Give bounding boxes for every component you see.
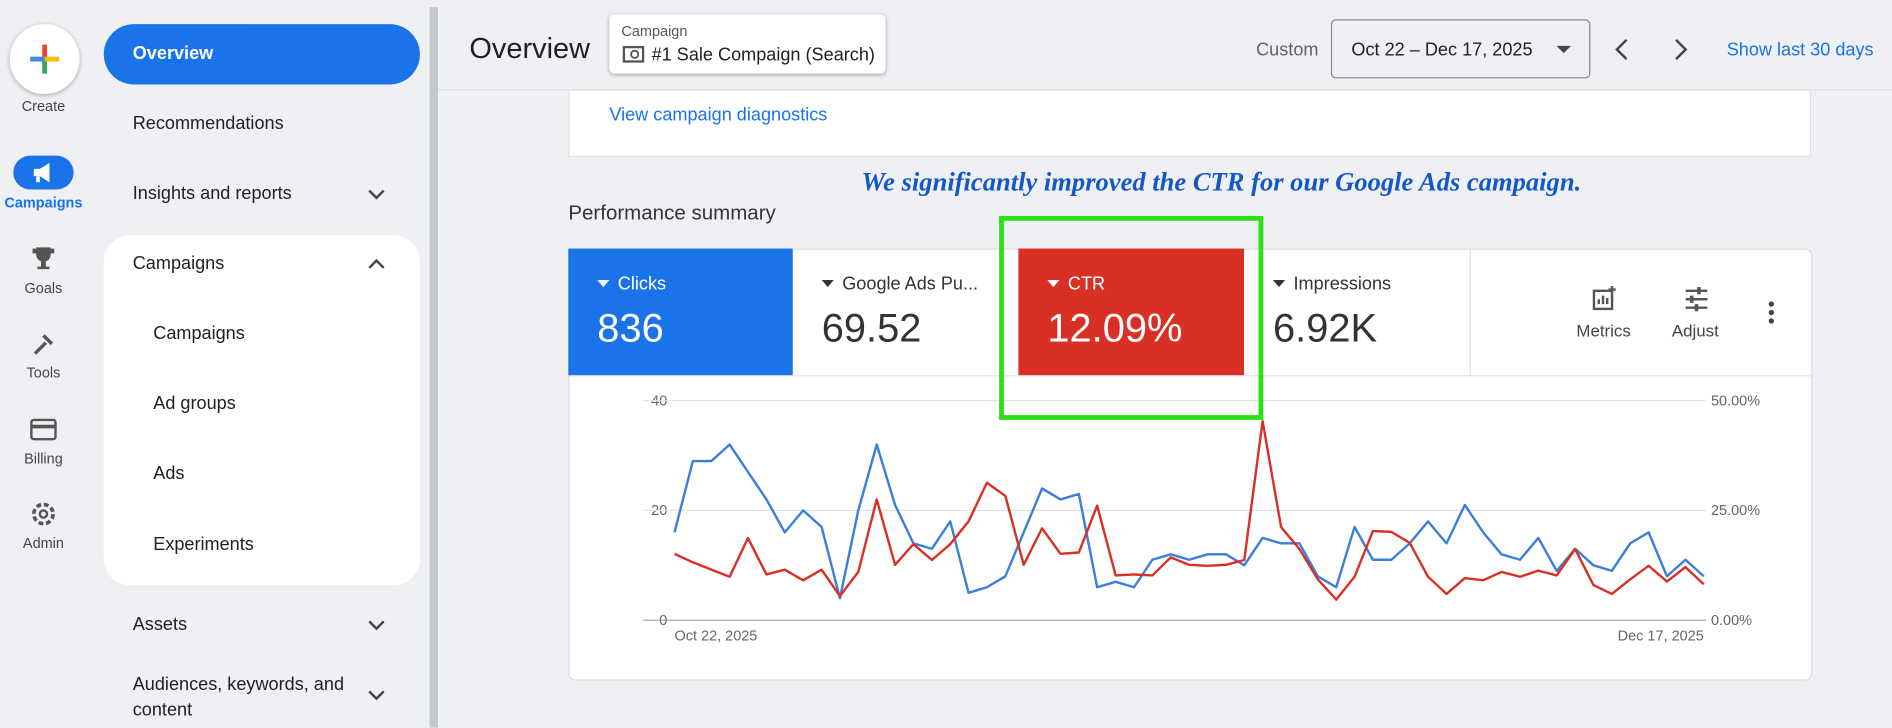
tile-value: 6.92K	[1272, 305, 1378, 350]
y2-tick-label: 25.00%	[1711, 503, 1760, 519]
campaigns-icon[interactable]	[13, 155, 74, 190]
tile-value: 836	[597, 305, 664, 350]
nav-subitem[interactable]: Campaigns	[153, 323, 245, 344]
create-button[interactable]	[9, 24, 80, 95]
tile-value: 12.09%	[1047, 305, 1183, 350]
diagnostics-link[interactable]: View campaign diagnostics	[609, 104, 828, 126]
nav-subitem[interactable]: Ads	[153, 463, 185, 484]
search-icon	[622, 45, 645, 63]
campaign-label: Campaign	[621, 22, 688, 40]
rail-label[interactable]: Goals	[24, 279, 63, 297]
nav-subitem[interactable]: Experiments	[153, 534, 254, 556]
chevron-down	[368, 620, 385, 631]
caret	[1556, 45, 1572, 54]
plus-icon	[30, 44, 60, 74]
create-label: Create	[21, 97, 66, 115]
next-button[interactable]	[1669, 36, 1693, 63]
metric-tile[interactable]: Impressions 6.92K	[1244, 248, 1471, 376]
nav-subitem[interactable]: Ad groups	[153, 393, 236, 414]
billing-icon	[30, 418, 57, 441]
more-menu[interactable]	[1764, 299, 1778, 326]
goals-icon	[32, 247, 55, 270]
rail	[0, 0, 87, 728]
tools-icon	[33, 334, 54, 355]
chart: 0 20 40 0.00% 25.00% 50.00% Oct 22, 2025 Dec 17…	[643, 393, 1760, 645]
nav-active[interactable]	[103, 24, 420, 85]
range-label: Custom	[1256, 39, 1319, 61]
series-line	[673, 443, 1705, 600]
chevron-down	[368, 690, 385, 701]
rail-label[interactable]: Billing	[24, 450, 63, 467]
series-line	[674, 420, 1705, 601]
metrics-icon[interactable]	[1590, 285, 1619, 314]
tile-label: Google Ads Pu...	[822, 274, 978, 295]
metric-tile[interactable]: Google Ads Pu... 69.52	[793, 249, 1019, 376]
action-label[interactable]: Metrics	[1576, 320, 1631, 341]
x-tick-label: Oct 22, 2025	[675, 629, 758, 645]
tile-label: Clicks	[597, 274, 666, 295]
rail-label[interactable]: Campaigns	[4, 194, 83, 212]
y-tick-label: 0	[659, 613, 667, 629]
campaigns-group	[103, 235, 420, 586]
admin-icon	[31, 502, 55, 526]
highlight-box	[999, 215, 1264, 420]
tile-label: Impressions	[1273, 274, 1392, 295]
diagnostics-card	[568, 90, 1812, 157]
action-label[interactable]: Adjust	[1671, 320, 1719, 341]
nav-item[interactable]: Campaigns	[132, 253, 225, 274]
campaign-name: #1 Sale Compaign (Search)	[651, 44, 875, 66]
metric-tile[interactable]: Clicks 836	[568, 248, 793, 376]
y2-tick-label: 0.00%	[1711, 613, 1752, 629]
header-divider	[438, 89, 1892, 91]
rail-label[interactable]: Admin	[22, 534, 64, 552]
y-tick-label: 20	[651, 503, 667, 519]
y2-tick-label: 50.00%	[1711, 393, 1760, 409]
nav-item[interactable]: Overview	[132, 43, 214, 64]
nav-item[interactable]: Audiences, keywords, and content	[132, 674, 345, 721]
show-last-link[interactable]: Show last 30 days	[1726, 39, 1874, 61]
nav-item[interactable]: Recommendations	[132, 113, 284, 134]
annotation: We significantly improved the CTR for ou…	[861, 166, 1582, 197]
adjust-icon[interactable]	[1682, 285, 1711, 314]
page-title: Overview	[469, 32, 591, 66]
tile-divider	[569, 375, 1812, 377]
megaphone	[33, 162, 50, 183]
scrollbar	[429, 7, 439, 728]
prev-button[interactable]	[1610, 36, 1634, 63]
tile-label: CTR	[1047, 274, 1105, 295]
tile-value: 69.52	[821, 305, 922, 350]
date-range: Oct 22 – Dec 17, 2025	[1351, 39, 1533, 61]
metric-tile[interactable]: CTR 12.09%	[1018, 248, 1245, 376]
section-title: Performance summary	[568, 201, 776, 225]
rail-label[interactable]: Tools	[26, 364, 61, 382]
campaign-picker[interactable]	[609, 14, 886, 74]
y-tick-label: 40	[651, 393, 667, 409]
x-tick-label: Dec 17, 2025	[1618, 629, 1704, 645]
chevron-down	[368, 189, 385, 200]
nav-item[interactable]: Insights and reports	[132, 183, 292, 204]
nav-item[interactable]: Assets	[132, 614, 188, 635]
chevron-up	[368, 258, 385, 269]
date-picker[interactable]	[1330, 19, 1591, 79]
